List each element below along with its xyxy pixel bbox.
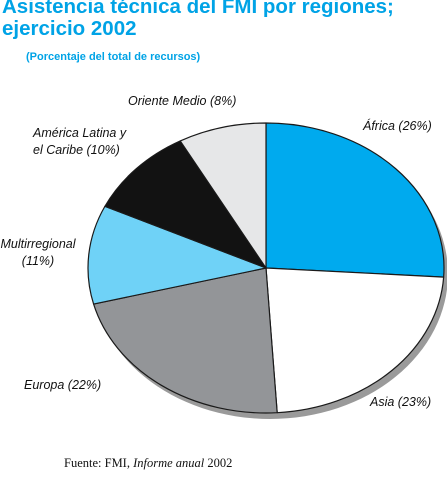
pie-slice-multirregional bbox=[87, 205, 267, 305]
title-line-2: ejercicio 2002 bbox=[2, 17, 137, 40]
slice-label-multirregional-line1: Multirregional bbox=[0, 237, 76, 251]
slice-label-oriente-medio-line1: Oriente Medio (8%) bbox=[128, 94, 237, 108]
pie-slice-america-latina bbox=[104, 140, 267, 269]
slice-label-africa-line1: África (26%) bbox=[363, 119, 432, 133]
pie-slices bbox=[87, 122, 445, 414]
title-line-1: Asistencia técnica del FMI por regiones; bbox=[2, 0, 394, 18]
source-publication: Informe anual bbox=[133, 456, 205, 470]
slice-label-america-latina-line2: el Caribe (10%) bbox=[33, 143, 120, 157]
slice-label-multirregional-line2: (11%) bbox=[21, 254, 55, 268]
slice-label-europa-line1: Europa (22%) bbox=[24, 378, 102, 392]
source-prefix: Fuente: FMI, bbox=[64, 456, 134, 470]
slice-label-multirregional: Multirregional (11%) bbox=[0, 236, 76, 270]
slice-label-america-latina: América Latina y el Caribe (10%) bbox=[33, 125, 126, 159]
pie-slice-oriente-medio bbox=[179, 122, 267, 269]
slice-label-oriente-medio: Oriente Medio (8%) bbox=[128, 93, 236, 110]
chart-title: Asistencia técnica del FMI por regiones;… bbox=[2, 0, 447, 40]
pie-slice-europa bbox=[92, 267, 278, 414]
source-suffix: 2002 bbox=[204, 456, 233, 470]
pie-slice-asia bbox=[265, 267, 445, 414]
slice-label-asia-line1: Asia (23%) bbox=[370, 395, 432, 409]
chart-subtitle: (Porcentaje del total de recursos) bbox=[26, 51, 201, 63]
source-note: Fuente: FMI, Informe anual 2002 bbox=[64, 456, 232, 471]
slice-label-europa: Europa (22%) bbox=[24, 377, 101, 394]
slice-label-africa: África (26%) bbox=[363, 118, 432, 135]
slice-label-asia: Asia (23%) bbox=[370, 394, 431, 411]
pie-slice-africa bbox=[265, 122, 445, 278]
slice-label-america-latina-line1: América Latina y bbox=[33, 126, 127, 140]
